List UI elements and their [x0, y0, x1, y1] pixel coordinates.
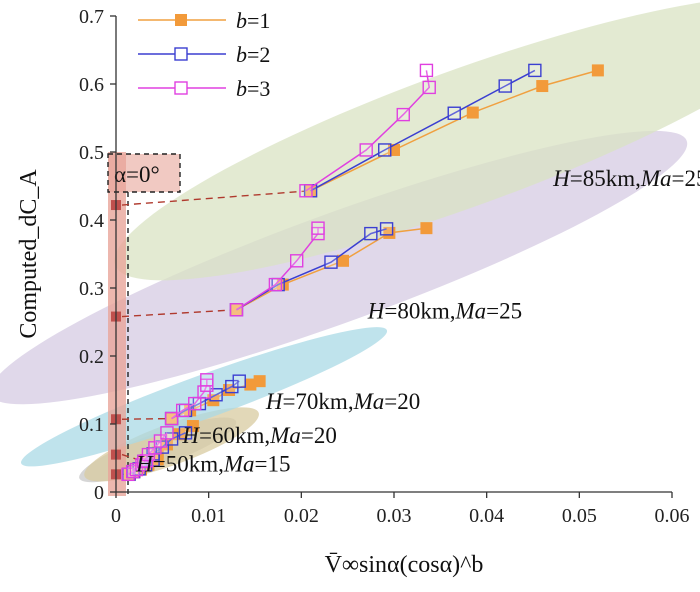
- dashed-link: [121, 453, 145, 463]
- series-point: [337, 254, 350, 267]
- group-label: H=80km,Ma=25: [367, 299, 522, 324]
- x-tick-label: 0.05: [562, 505, 597, 527]
- axis-titles: Computed_dC_A V̄∞sinα(cosα)^b: [16, 169, 483, 578]
- series-point: [188, 396, 202, 411]
- legend-label: b=2: [236, 42, 270, 67]
- series-point: [466, 106, 479, 119]
- legend-marker: [174, 47, 188, 61]
- series-point: [591, 64, 604, 77]
- y-tick-label: 0.7: [79, 6, 104, 28]
- series-point: [378, 143, 392, 157]
- group-label: H=70km,Ma=20: [265, 389, 420, 414]
- series-point: [244, 378, 257, 391]
- group-ellipse-4: [114, 0, 700, 281]
- group-ellipse-3: [0, 130, 688, 405]
- series-point: [324, 255, 338, 269]
- series-point: [176, 403, 190, 418]
- series-point: [419, 63, 434, 78]
- series-layer: [121, 63, 604, 482]
- x-tick-label: 0.01: [191, 505, 226, 527]
- series-point: [299, 184, 313, 198]
- legend-label: b=3: [236, 76, 270, 101]
- legend-marker: [175, 14, 187, 26]
- series-point: [359, 143, 373, 157]
- series-point: [253, 375, 266, 388]
- series-point: [229, 303, 244, 317]
- tick-labels: 0 0.1 0.2 0.3 0.4 0.5 0.6 0.7 0 0.01 0.02 0.03 0.04 0…: [79, 6, 690, 527]
- series-point: [186, 420, 199, 433]
- series-point: [290, 254, 304, 268]
- y-tick-label: 0.4: [79, 210, 104, 232]
- legend-label: b=1: [236, 8, 270, 33]
- zero-angle-label-box: [107, 153, 181, 193]
- axes: [110, 15, 673, 498]
- series-point: [178, 426, 193, 440]
- series-point: [200, 373, 214, 387]
- series-point: [447, 106, 461, 120]
- group-label: H=85km,Ma=25: [552, 166, 700, 191]
- group-label: H=50km,Ma=15: [135, 452, 290, 477]
- y-tick-label: 0: [94, 482, 104, 504]
- series-point: [268, 277, 283, 292]
- x-tick-label: 0.03: [377, 505, 412, 527]
- series-point: [420, 222, 433, 235]
- y-axis-title: Computed_dC_A: [16, 169, 42, 339]
- zero-angle-label: α=0°: [114, 162, 160, 187]
- x-tick-label: 0.02: [284, 505, 319, 527]
- y-tick-label: 0.6: [79, 74, 104, 96]
- zero-angle-box: α=0°: [107, 152, 181, 496]
- series-line: [310, 69, 536, 192]
- y-tick-label: 0.5: [79, 142, 104, 164]
- zero-angle-band: [108, 152, 126, 496]
- dashed-link: [121, 417, 172, 420]
- series-point: [311, 221, 325, 235]
- series-point: [536, 80, 549, 93]
- x-tick-label: 0.06: [655, 505, 690, 527]
- series-line: [236, 228, 319, 311]
- series-point: [232, 374, 246, 388]
- series-point: [498, 79, 512, 93]
- x-axis-title: V̄∞sinα(cosα)^b: [325, 552, 484, 578]
- series-point: [230, 303, 243, 316]
- x-tick-label: 0.04: [469, 505, 504, 527]
- series-point: [164, 411, 179, 426]
- series-point: [422, 80, 436, 95]
- y-tick-label: 0.2: [79, 346, 104, 368]
- series-point: [137, 454, 151, 469]
- series-point: [396, 107, 410, 122]
- series-point: [160, 426, 174, 440]
- y-tick-label: 0.1: [79, 414, 104, 436]
- series-line: [236, 228, 387, 311]
- series-point: [528, 63, 542, 78]
- y-tick-label: 0.3: [79, 278, 104, 300]
- x-tick-label: 0: [111, 505, 121, 527]
- series-point: [364, 226, 378, 241]
- legend: b=1 b=2 b=3: [138, 8, 270, 101]
- dashed-link: [121, 190, 311, 206]
- legend-marker: [174, 81, 188, 95]
- series-point: [379, 222, 394, 236]
- group-labels: H=50km,Ma=15 H=60km,Ma=20 H=70km,Ma=20 H=80…: [135, 166, 700, 477]
- group-label: H=60km,Ma=20: [181, 423, 336, 448]
